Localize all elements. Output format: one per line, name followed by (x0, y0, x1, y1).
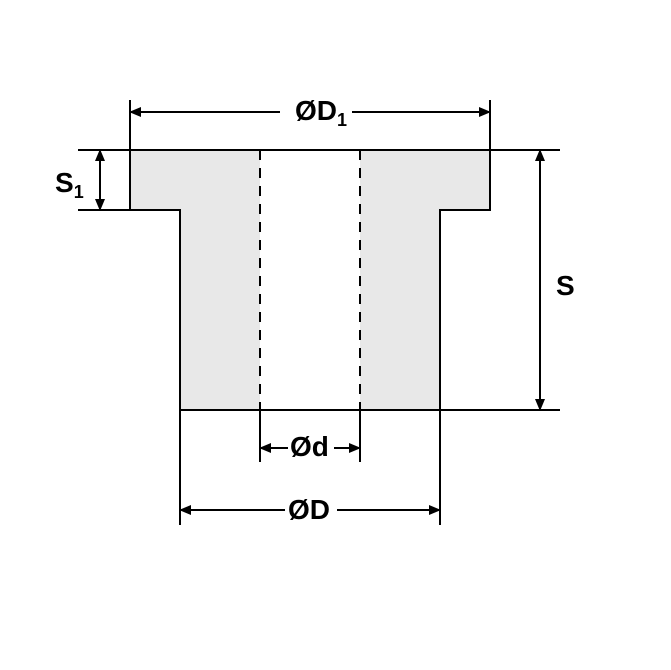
label-d: Ød (290, 431, 329, 462)
bushing-cross-section-diagram: ØD1 S1 S Ød ØD (0, 0, 671, 670)
label-S1: S1 (55, 167, 84, 202)
label-D: ØD (288, 494, 330, 525)
bushing-section-left (130, 150, 260, 410)
bushing-section-right (360, 150, 490, 410)
label-S: S (556, 270, 575, 301)
